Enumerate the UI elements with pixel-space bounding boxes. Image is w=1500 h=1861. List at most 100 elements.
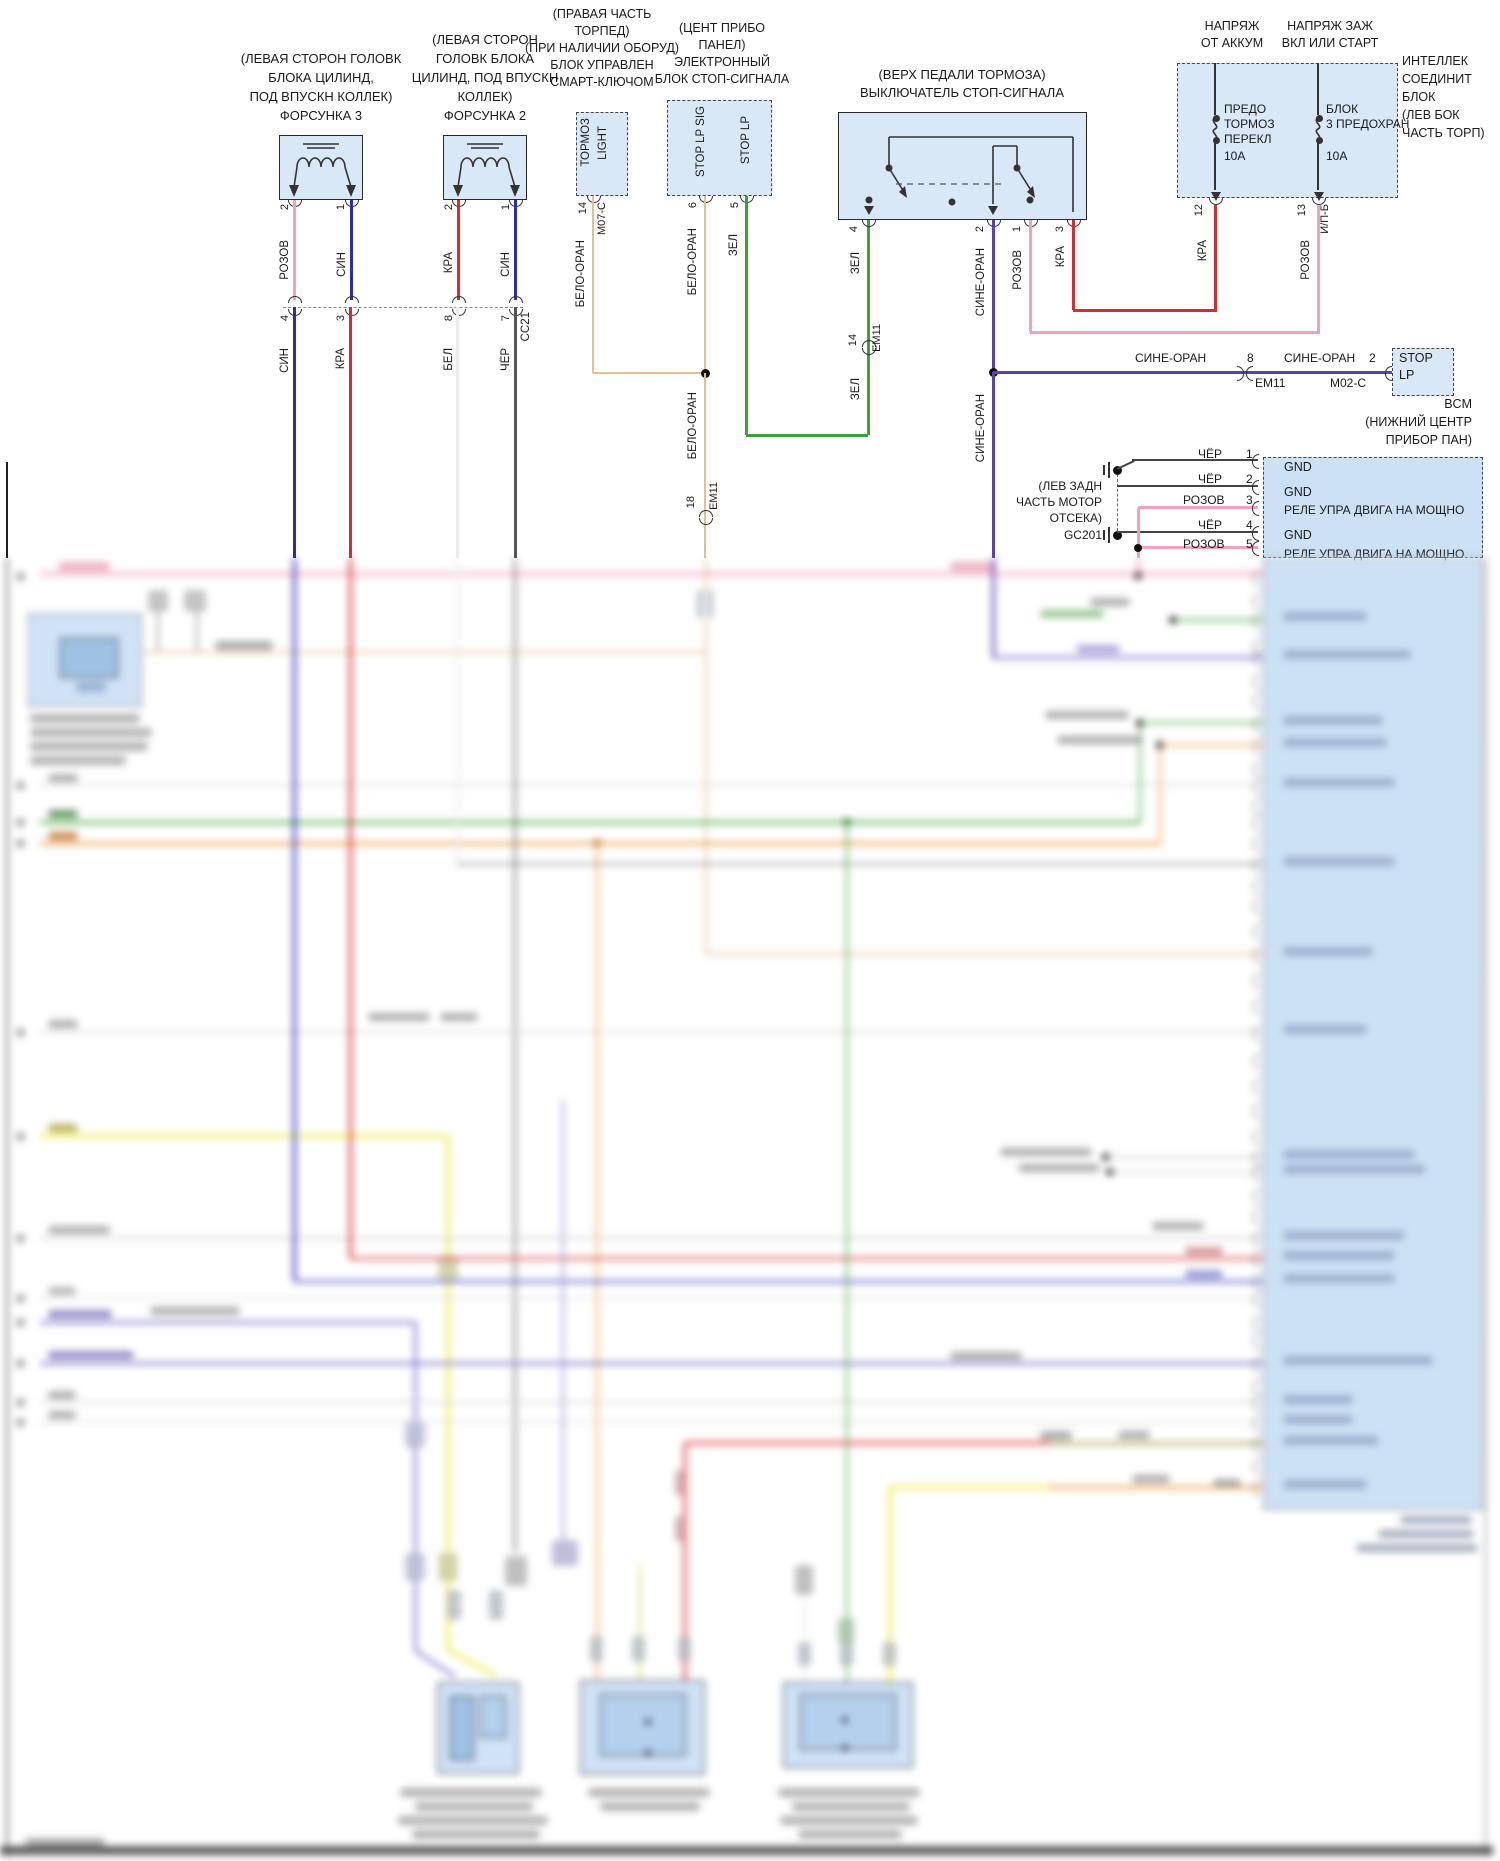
v — [803, 1600, 807, 1682]
blob — [148, 590, 168, 612]
v — [1317, 140, 1319, 190]
wire-sine-oran-row — [993, 370, 1392, 374]
blob — [780, 1816, 918, 1825]
blob — [48, 1226, 110, 1234]
t: ФОРСУНКА 2 — [443, 108, 527, 123]
smartkey-caption: (ПРАВАЯ ЧАСТЬ — [552, 7, 652, 21]
v — [455, 558, 459, 864]
blob — [1283, 716, 1383, 725]
footer-bar — [0, 1845, 1493, 1855]
t: РОЗОВ — [1183, 537, 1225, 551]
v — [1103, 465, 1105, 475]
dot — [1315, 114, 1323, 122]
blob — [1283, 1415, 1353, 1424]
ecm-pin-bracket — [1253, 816, 1260, 831]
arcr — [1252, 454, 1259, 469]
blob — [838, 1618, 854, 1644]
v — [1214, 140, 1216, 190]
blob — [590, 1636, 603, 1662]
blob — [48, 1287, 76, 1295]
v — [562, 1100, 564, 1540]
blob — [16, 1028, 25, 1037]
v — [845, 822, 849, 1682]
v — [704, 618, 708, 954]
wire-inj3-pink — [292, 200, 296, 300]
wire-brake1-pink — [1028, 220, 1032, 332]
arcd — [509, 296, 523, 303]
ecm-pin-bracket — [1253, 1054, 1260, 1069]
blob — [48, 1391, 76, 1399]
wire-inj2-red — [456, 200, 460, 300]
blob — [883, 1642, 896, 1666]
blob — [840, 1642, 853, 1666]
v — [1214, 63, 1216, 115]
ecm-pin-bracket — [1253, 1379, 1260, 1394]
t: ПРИБОР ПАН) — [1385, 433, 1472, 447]
blob — [505, 1556, 527, 1586]
blob — [150, 1307, 240, 1315]
h — [40, 1237, 1263, 1239]
h — [1030, 330, 1318, 334]
ecm-pin-bracket — [1253, 762, 1260, 777]
v — [683, 1443, 687, 1680]
diagram-left-border — [6, 462, 8, 558]
v — [413, 1322, 417, 1650]
blob — [600, 1802, 700, 1811]
v — [6, 558, 8, 1857]
blob — [398, 1816, 548, 1825]
t: ОТ АККУМ — [1200, 36, 1264, 50]
t: ПАНЕЛ) — [698, 38, 746, 52]
ecm-pin-bracket — [1253, 1209, 1260, 1224]
t: GND — [1284, 528, 1312, 542]
blob — [1283, 650, 1411, 659]
h — [350, 1256, 1263, 1260]
blob — [30, 756, 126, 765]
dot — [645, 1750, 651, 1756]
t: СИНЕ-ОРАН — [1284, 351, 1356, 365]
ecm-pin-bracket — [1253, 1416, 1260, 1431]
connector-cc21-line — [283, 307, 523, 308]
v — [888, 1487, 892, 1682]
v — [1136, 558, 1140, 576]
ecm-pin-bracket — [1253, 614, 1260, 629]
blob — [405, 1420, 425, 1448]
blob — [1356, 1544, 1478, 1552]
arcd — [452, 296, 466, 303]
blob — [1090, 598, 1130, 606]
h — [294, 1279, 1263, 1283]
t: ПРЕДО — [1224, 102, 1267, 116]
t: GND — [1284, 485, 1312, 499]
blob — [16, 1294, 25, 1303]
blob — [1152, 1222, 1204, 1230]
blob — [1213, 1479, 1241, 1487]
arcd — [862, 340, 876, 347]
blob — [16, 781, 25, 790]
blob — [215, 641, 273, 650]
ecm-pin-bracket — [1253, 1130, 1260, 1145]
box — [60, 638, 118, 678]
t: СИНЕ-ОРАН — [1135, 351, 1207, 365]
arcd — [288, 296, 302, 303]
t: ЦИЛИНД, ПОД ВПУСКН — [411, 70, 559, 85]
ecm-pin-bracket — [1253, 858, 1260, 873]
v — [513, 558, 517, 1552]
h — [1110, 1171, 1263, 1173]
blob — [447, 1590, 461, 1620]
ecm-pin-bracket — [1253, 694, 1260, 709]
dot — [842, 1745, 848, 1751]
dg — [447, 1648, 498, 1678]
t: 1 — [1246, 447, 1253, 461]
blob — [48, 1124, 78, 1132]
ecm-pin-bracket — [1253, 799, 1260, 814]
blob — [16, 818, 25, 827]
blob — [1040, 1431, 1072, 1440]
t: ЭЛЕКТРОННЫЙ — [674, 55, 770, 69]
h — [1132, 459, 1258, 461]
wire-sin-long — [292, 307, 296, 558]
wire-stoplpsig-tan — [703, 196, 707, 373]
blob — [1118, 1431, 1150, 1439]
injector2-coil — [443, 135, 527, 205]
h — [746, 433, 868, 437]
